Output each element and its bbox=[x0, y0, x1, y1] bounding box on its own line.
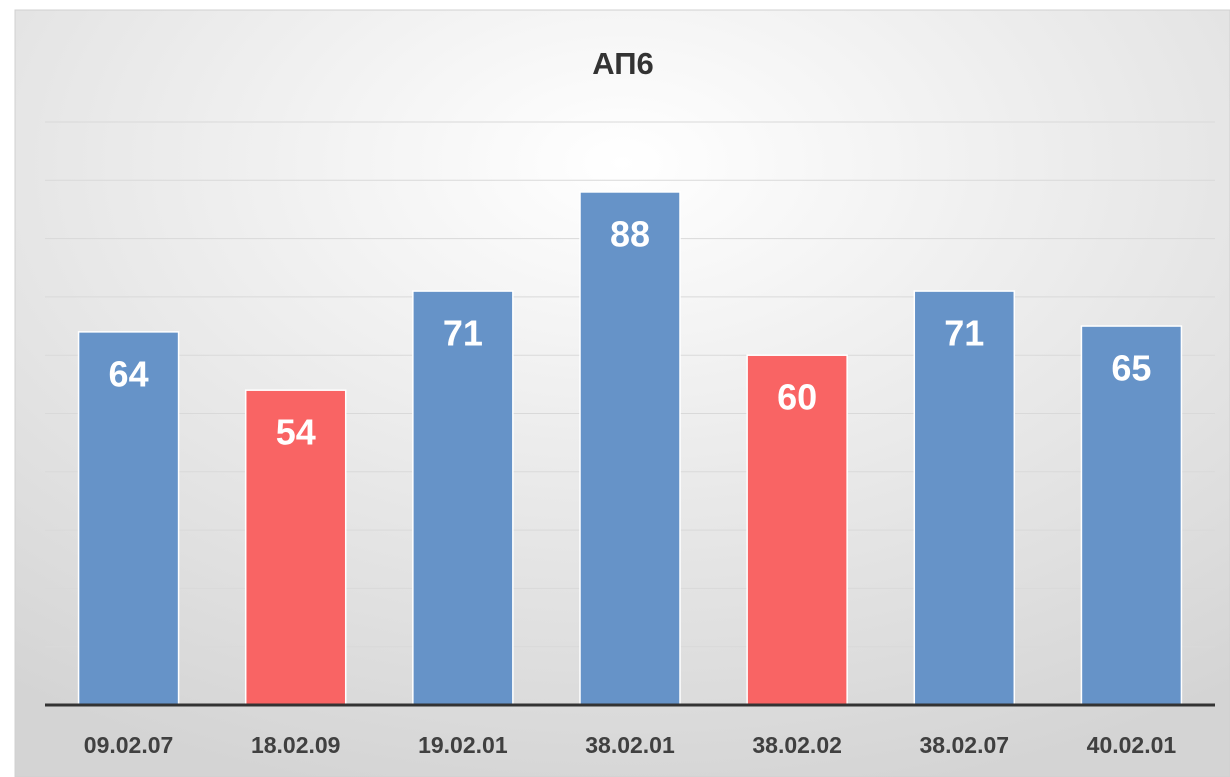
bar bbox=[746, 354, 848, 706]
x-tick-label: 09.02.07 bbox=[84, 732, 174, 758]
chart-title: АП6 bbox=[592, 46, 654, 81]
bar bbox=[244, 389, 347, 706]
bar bbox=[77, 331, 180, 706]
data-label: 71 bbox=[944, 313, 984, 354]
data-label: 88 bbox=[610, 213, 650, 254]
data-label: 60 bbox=[777, 377, 817, 418]
x-tick-label: 38.02.02 bbox=[752, 732, 842, 758]
x-tick-label: 38.02.07 bbox=[920, 732, 1010, 758]
x-tick-label: 40.02.01 bbox=[1087, 732, 1177, 758]
bar bbox=[579, 191, 681, 706]
bar bbox=[1080, 325, 1183, 706]
data-label: 65 bbox=[1111, 348, 1151, 389]
data-label: 64 bbox=[109, 353, 149, 394]
data-label: 71 bbox=[443, 313, 483, 354]
bar bbox=[412, 290, 514, 706]
bar bbox=[913, 290, 1016, 706]
x-tick-label: 38.02.01 bbox=[585, 732, 675, 758]
x-tick-label: 18.02.09 bbox=[251, 732, 341, 758]
data-label: 54 bbox=[276, 412, 316, 453]
x-tick-label: 19.02.01 bbox=[418, 732, 508, 758]
